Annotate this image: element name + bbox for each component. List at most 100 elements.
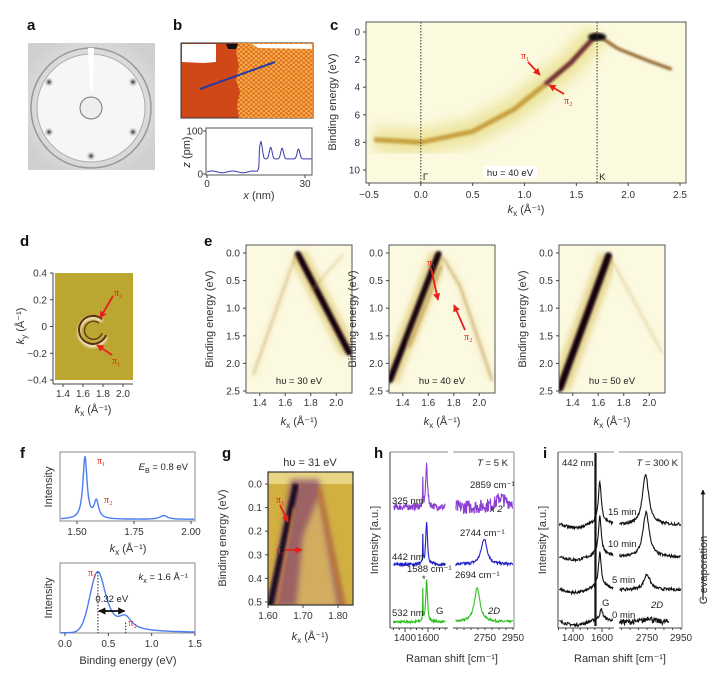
2d-band-label: 2D [487, 606, 500, 617]
trace-label-15-min: 15 min [608, 507, 637, 518]
x-axis-label-unit: (Å⁻¹) [290, 415, 317, 428]
chart-b-profile: 0 30 0 100 x (nm) z (pm) [181, 127, 313, 202]
x-axis-label-unit: (Å⁻¹) [84, 403, 111, 416]
x-tick-label: 1.6 [76, 389, 90, 400]
x-tick-label: 2.5 [673, 190, 687, 201]
x-tick-label: 1.0 [145, 639, 159, 650]
spectrum-2d-region [618, 510, 682, 559]
y-axis-label: Binding energy (eV) [217, 489, 229, 586]
y-tick-label: 2.5 [226, 387, 240, 398]
x-axis-label-subscript: x [115, 548, 120, 557]
chart-e3-arpes: hυ = 50 eV 1.4 1.6 1.8 2.0 0.0 0.5 1.0 1.5 2.0 2.5… [517, 244, 666, 430]
y-tick-label: 1.5 [369, 331, 383, 342]
x-tick-label: 1.8 [96, 389, 110, 400]
spectrum-g-region [393, 522, 446, 568]
x-axis-label-symbol: k [292, 631, 298, 643]
high-symmetry-label: K [599, 172, 606, 183]
x-tick-label: 1.6 [421, 398, 435, 409]
x-axis-label-subscript: x [513, 209, 518, 218]
x-tick-label: 1.4 [56, 389, 70, 400]
spectrum-g-region [558, 515, 614, 563]
x-axis-label-unit: (Å⁻¹) [603, 415, 630, 428]
x-tick-label: 1.75 [124, 527, 144, 538]
x-tick-label: 0.0 [414, 190, 428, 201]
x-axis-label-unit: (Å⁻¹) [433, 415, 460, 428]
y-axis-label-subscript: y [20, 334, 29, 339]
x-tick-label: 0.5 [101, 639, 115, 650]
condition-label-unit: = 1.6 Å⁻¹ [147, 572, 188, 583]
heatmap [366, 22, 686, 183]
high-symmetry-label: Γ [423, 172, 428, 183]
y-tick-label: 0.5 [226, 276, 240, 287]
condition-label-subscript: x [143, 577, 147, 585]
y-tick-label: 0.3 [248, 550, 262, 561]
y-axis-label: Intensity [43, 466, 55, 507]
panel-label-f: f [20, 445, 26, 462]
spectrum-2d-region [455, 538, 514, 567]
photon-energy-label: hυ = 30 eV [276, 376, 323, 387]
chart-c-arpes: Γ Khυ = 40 eV π₁ π₂ −0.5 0.0 0.5 1.0 1.5 2.0 2.5 0 2… [327, 21, 687, 218]
annotation-pi1: π₁ [276, 495, 285, 506]
annotation-pi1: π₁ [88, 568, 97, 579]
y-tick-label: 0.5 [369, 276, 383, 287]
y-axis-label: z (pm) [181, 136, 193, 168]
y-tick-label: 0.5 [248, 598, 262, 609]
y-tick-label: 0.0 [226, 249, 240, 260]
peak-label-1588: 1588 cm⁻¹ [407, 564, 452, 575]
band [389, 250, 442, 384]
2d-band-label: 2D [650, 600, 663, 611]
condition-label-symbol: E [139, 462, 146, 473]
y-tick-label: 8 [354, 138, 360, 149]
band [610, 257, 663, 354]
spectrum-2d-region [618, 616, 670, 627]
y-tick-label: 2.0 [369, 359, 383, 370]
condition-label-symbol: T [477, 458, 484, 469]
arrow-pi2 [99, 295, 114, 319]
y-tick-label: 1.0 [369, 304, 383, 315]
x-axis-label: Raman shift [cm⁻¹] [574, 653, 666, 665]
chart-e1-arpes: hυ = 30 eV 1.4 1.6 1.8 2.0 0.0 0.5 1.0 1.5 2.0 2.5… [204, 244, 353, 430]
heatmap [268, 472, 353, 605]
y-axis-label-unit: (Å⁻¹) [14, 308, 27, 335]
splitting-label: 0.32 eV [95, 594, 128, 605]
x-tick-label: 2750 [474, 633, 497, 644]
x-axis-label-symbol: k [281, 416, 287, 428]
spectrum-2d-region [619, 573, 682, 593]
y-tick-label: 2.5 [539, 387, 553, 398]
y-tick-label: 1.0 [539, 304, 553, 315]
plot-frame [205, 127, 313, 176]
peak-label-2744: 2744 cm⁻¹ [460, 528, 505, 539]
y-axis-label: Binding energy (eV) [517, 270, 529, 367]
panel-label-d: d [20, 233, 29, 250]
stm-profile-line [199, 61, 276, 90]
x-tick-label: 1.50 [67, 527, 87, 538]
x-tick-label: 1.80 [328, 611, 348, 622]
y-axis-label: Binding energy (eV) [204, 270, 216, 367]
trace-label-0-min: 0 min [612, 610, 635, 621]
x-axis-label: kx (Å⁻¹) [110, 542, 147, 557]
x-axis-label: kx (Å⁻¹) [424, 415, 461, 430]
chart-f-bottom-edc: 0.32 eV π₁ π₂ kx = 1.6 Å⁻¹ 0.0 0.5 1.0 1.5 Bindi… [43, 562, 202, 667]
panel-label-g: g [222, 445, 231, 462]
y-tick-label: 0.4 [33, 269, 47, 280]
condition-label-symbol: T [637, 458, 644, 469]
y-axis-label: Binding energy (eV) [347, 270, 359, 367]
annotation-pi1: π₁ [97, 456, 106, 467]
leed-pattern-image [28, 43, 155, 170]
x-tick-label: 2.00 [181, 527, 201, 538]
x-axis-label-symbol: k [424, 416, 430, 428]
heatmap [389, 245, 495, 393]
x-axis-label-subscript: x [297, 636, 302, 645]
x-tick-label: 0.5 [466, 190, 480, 201]
chart-h-raman: 1400 1600 2750 2950 Raman shift [cm⁻¹] Intens… [369, 451, 525, 665]
photon-energy-label: hυ = 50 eV [589, 376, 636, 387]
x-axis-label: Binding energy (eV) [79, 655, 176, 667]
annotation-pi2: π₂ [128, 618, 137, 629]
fermi-contour-pi1 [78, 314, 107, 345]
chart-title: hυ = 31 eV [283, 457, 337, 469]
spectrum-g-region [559, 607, 614, 628]
x-tick-label: 30 [299, 179, 311, 190]
plot-frame [365, 21, 687, 184]
x-tick-label: 1.4 [396, 398, 410, 409]
x-tick-label: 1.6 [278, 398, 292, 409]
